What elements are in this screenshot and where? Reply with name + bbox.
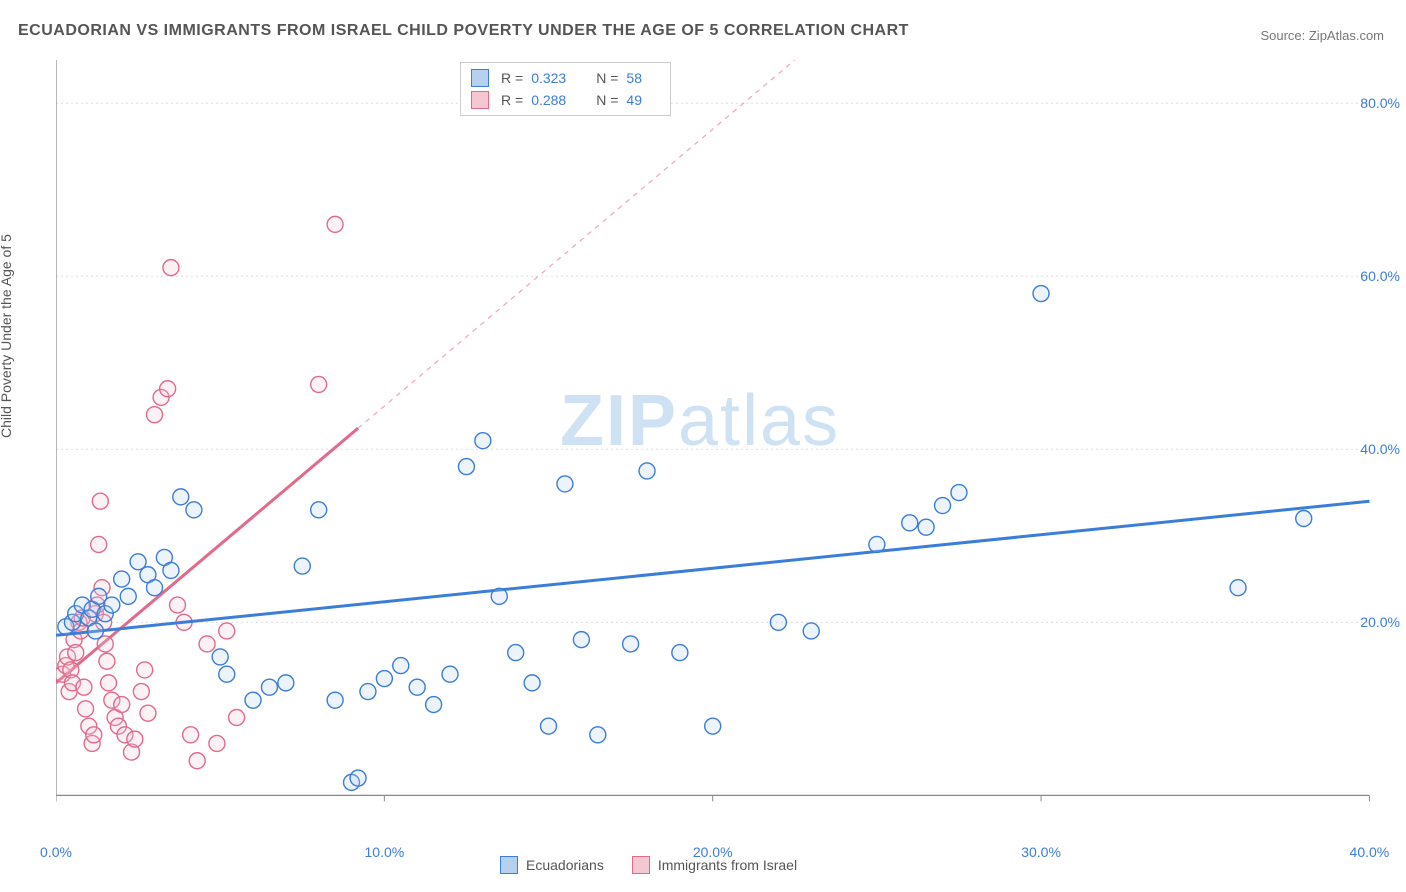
r-label: R = [501, 70, 523, 86]
scatter-chart [56, 60, 1376, 830]
series-legend: Ecuadorians Immigrants from Israel [500, 856, 797, 874]
x-tick-label: 30.0% [1021, 844, 1061, 860]
chart-title: ECUADORIAN VS IMMIGRANTS FROM ISRAEL CHI… [18, 22, 909, 40]
legend-swatch-ecuadorians [500, 856, 518, 874]
legend-item: Ecuadorians [500, 856, 604, 874]
source-attribution: Source: ZipAtlas.com [1260, 28, 1384, 43]
r-label: R = [501, 92, 523, 108]
y-tick-label: 60.0% [1360, 268, 1400, 284]
correlation-legend: R = 0.323 N = 58 R = 0.288 N = 49 [460, 62, 671, 116]
r-value: 0.323 [531, 70, 566, 86]
n-label: N = [596, 70, 618, 86]
x-tick-label: 0.0% [40, 844, 72, 860]
x-tick-label: 40.0% [1350, 844, 1390, 860]
chart-svg [56, 60, 1376, 830]
y-tick-label: 80.0% [1360, 95, 1400, 111]
x-tick-label: 10.0% [364, 844, 404, 860]
legend-swatch-ecuadorians [471, 69, 489, 87]
legend-swatch-israel [471, 91, 489, 109]
x-tick-label: 20.0% [693, 844, 733, 860]
n-label: N = [596, 92, 618, 108]
y-axis-label: Child Poverty Under the Age of 5 [0, 234, 14, 438]
legend-row: R = 0.323 N = 58 [471, 67, 660, 89]
y-tick-label: 40.0% [1360, 441, 1400, 457]
legend-label: Ecuadorians [526, 857, 604, 873]
y-tick-label: 20.0% [1360, 614, 1400, 630]
r-value: 0.288 [531, 92, 566, 108]
n-value: 58 [626, 70, 642, 86]
n-value: 49 [626, 92, 642, 108]
legend-row: R = 0.288 N = 49 [471, 89, 660, 111]
legend-swatch-israel [632, 856, 650, 874]
